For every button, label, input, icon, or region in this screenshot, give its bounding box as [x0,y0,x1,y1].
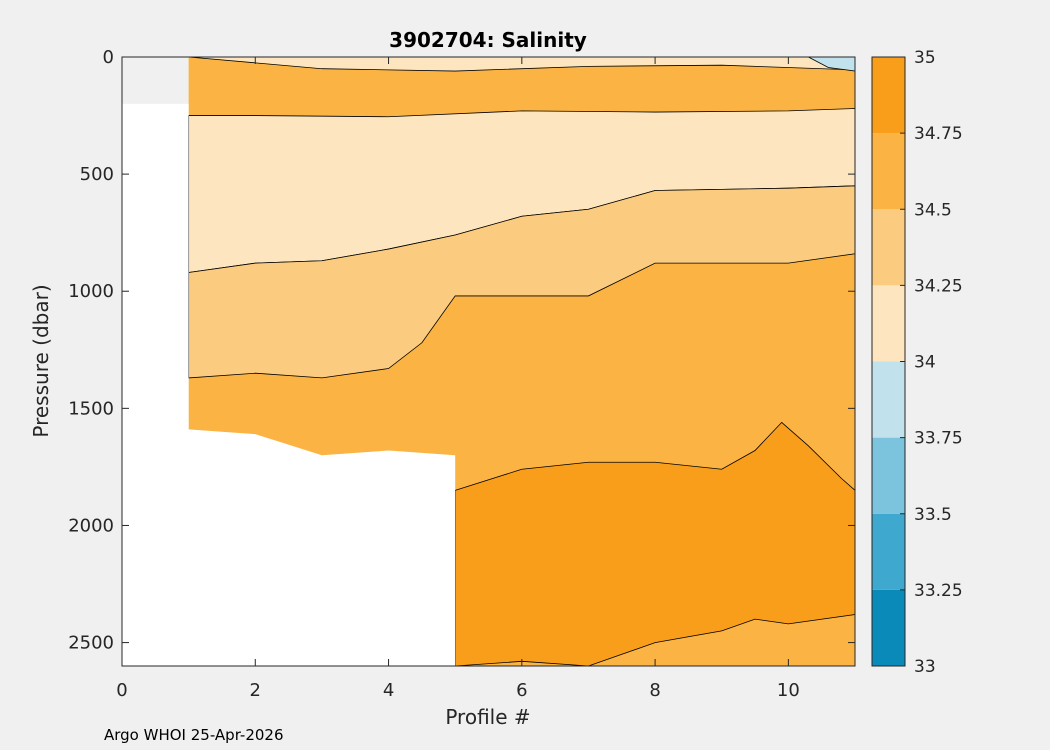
y-tick-label: 1500 [68,398,114,419]
colorbar-segment [872,589,905,666]
colorbar-tick-label: 35 [914,48,936,68]
colorbar-segment [872,133,905,210]
no-data-mask [122,103,456,667]
no-data-region [122,103,456,667]
y-tick-label: 2500 [68,633,114,654]
colorbar-tick-label: 33.75 [914,429,963,449]
colorbar-tick-label: 34.5 [914,200,952,220]
colorbar: 33 33.25 33.5 33.75 34 34.25 34.5 34.75 35 [871,48,963,677]
colorbar-segment [872,285,905,362]
chart-title: 3902704: Salinity [389,28,587,52]
colorbar-tick-label: 34.25 [914,276,963,296]
colorbar-tick-label: 33.25 [914,581,963,601]
colorbar-tick-label: 33.5 [914,505,952,525]
colorbar-segment [872,57,905,134]
colorbar-segment [872,437,905,514]
x-axis-ticks: 0 2 4 6 8 10 [116,57,800,701]
colorbar-segment [872,513,905,590]
y-axis-label: Pressure (dbar) [29,284,53,437]
x-tick-label: 0 [116,680,127,701]
y-axis-ticks: 0 500 1000 1500 2000 2500 [68,47,855,654]
x-tick-label: 6 [516,680,527,701]
colorbar-segment [872,209,905,286]
x-tick-label: 10 [777,680,800,701]
y-tick-label: 0 [103,47,114,68]
plot-frame [121,56,856,667]
y-tick-label: 1000 [68,281,114,302]
colorbar-segment [872,361,905,438]
colorbar-tick-label: 33 [914,657,936,677]
colorbar-tick-label: 34 [914,353,936,373]
footnote: Argo WHOI 25-Apr-2026 [104,726,284,744]
x-tick-label: 4 [383,680,394,701]
x-tick-label: 8 [649,680,660,701]
x-tick-label: 2 [250,680,261,701]
x-axis-label: Profile # [445,705,530,729]
contour-band-34.25-34.5 [188,185,856,379]
y-tick-label: 2000 [68,515,114,536]
y-tick-label: 500 [80,164,114,185]
colorbar-tick-label: 34.75 [914,124,963,144]
